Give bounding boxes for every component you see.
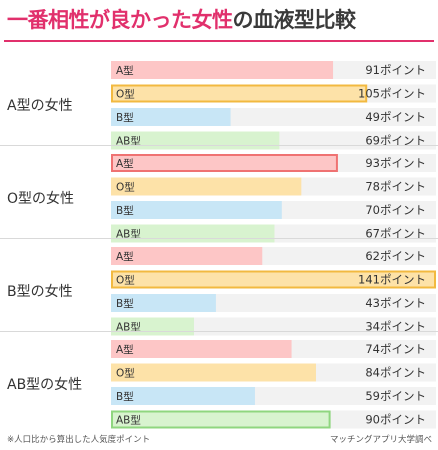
chart-title: 一番相性が良かった女性の血液型比較: [7, 4, 356, 36]
bar-category-label-a-ab: AB型: [116, 134, 141, 147]
bar-category-label-a-o: O型: [116, 87, 135, 100]
bar-value-label-ab-b: 59ポイント: [365, 389, 426, 403]
bar-category-label-a-a: A型: [116, 64, 134, 77]
bar-b-o: [111, 270, 436, 289]
bar-category-label-o-ab: AB型: [116, 227, 141, 240]
bar-o-a: [111, 154, 338, 172]
bar-o-b: [111, 201, 282, 219]
bar-value-label-a-b: 49ポイント: [365, 110, 426, 124]
bar-category-label-b-a: A型: [116, 250, 134, 263]
group-label-a: A型の女性: [7, 97, 73, 114]
bar-category-label-a-b: B型: [116, 111, 134, 124]
group-label-o: O型の女性: [7, 190, 74, 207]
bar-value-label-a-a: 91ポイント: [365, 63, 426, 77]
bar-category-label-ab-b: B型: [116, 390, 134, 403]
bar-category-label-ab-ab: AB型: [116, 413, 141, 426]
bar-category-label-b-ab: AB型: [116, 320, 141, 333]
chart-title-highlight: 一番相性が良かった女性: [7, 8, 233, 32]
bar-ab-b: [111, 387, 255, 405]
bar-ab-a: [111, 340, 292, 358]
bar-value-label-b-a: 62ポイント: [365, 249, 426, 263]
bar-value-label-ab-o: 84ポイント: [365, 366, 426, 380]
bar-value-label-o-o: 78ポイント: [365, 180, 426, 194]
group-label-b: B型の女性: [7, 283, 73, 300]
bar-value-label-b-b: 43ポイント: [365, 296, 426, 310]
bar-a-a: [111, 61, 334, 79]
source-note: マッチングアプリ大学調べ: [329, 435, 432, 445]
bar-o-o: [111, 177, 302, 196]
bar-ab-ab: [111, 410, 331, 429]
bar-category-label-o-o: O型: [116, 180, 135, 193]
bar-value-label-ab-a: 74ポイント: [365, 342, 426, 356]
bar-category-label-o-a: A型: [116, 157, 134, 170]
bar-ab-o: [111, 363, 316, 382]
bar-category-label-ab-o: O型: [116, 366, 135, 379]
bar-b-b: [111, 294, 216, 312]
bar-category-label-b-o: O型: [116, 273, 135, 286]
bar-value-label-ab-ab: 90ポイント: [365, 413, 426, 427]
bar-category-label-o-b: B型: [116, 204, 134, 217]
bar-a-b: [111, 108, 231, 126]
blood-type-bar-chart: A型の女性 A型 91ポイント O型 105ポイント B型 49ポイント AB型 69ポイント O…: [0, 61, 438, 429]
chart-title-rest: の血液型比較: [232, 8, 357, 32]
bar-category-label-b-b: B型: [116, 297, 134, 310]
group-label-ab: AB型の女性: [7, 376, 82, 393]
bar-value-label-b-o: 141ポイント: [358, 273, 426, 287]
bar-value-label-o-a: 93ポイント: [365, 156, 426, 170]
bar-category-label-ab-a: A型: [116, 343, 134, 356]
bar-b-a: [111, 247, 263, 265]
footnote: ※人口比から算出した人気度ポイント: [7, 435, 151, 445]
title-underline: [4, 40, 434, 42]
bar-value-label-a-ab: 69ポイント: [365, 134, 426, 148]
bar-value-label-o-b: 70ポイント: [365, 203, 426, 217]
bar-value-label-o-ab: 67ポイント: [365, 227, 426, 241]
bar-a-o: [111, 84, 368, 103]
bar-value-label-a-o: 105ポイント: [358, 87, 426, 101]
bar-value-label-b-ab: 34ポイント: [365, 320, 426, 334]
